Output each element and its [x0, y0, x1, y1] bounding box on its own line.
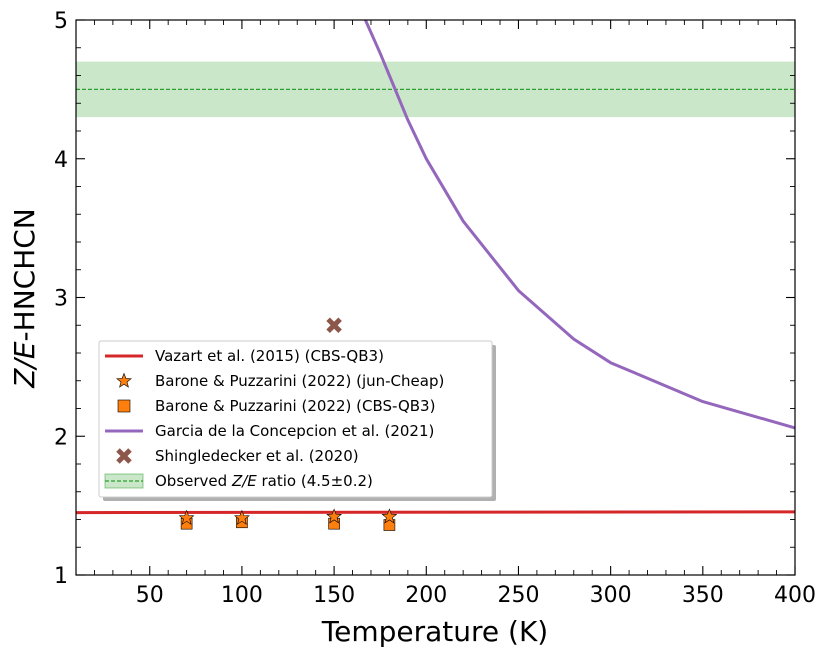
legend-shingledecker-swatch [116, 448, 132, 464]
y-tick-label: 1 [54, 564, 68, 589]
legend: Vazart et al. (2015) (CBS-QB3) Barone & … [98, 340, 496, 501]
legend-shingledecker-label: Shingledecker et al. (2020) [155, 447, 359, 465]
shingledecker-marker [326, 317, 342, 334]
x-axis-title: Temperature (K) [321, 615, 548, 648]
barone-jun-marker [234, 509, 250, 525]
y-axis-title-rest: -HNCHCN [8, 208, 41, 341]
x-tick-label: 300 [590, 583, 632, 608]
legend-garcia-label: Garcia de la Concepcion et al. (2021) [155, 422, 434, 440]
barone-jun-marker [326, 508, 342, 524]
y-axis-title-italic: Z/E [8, 341, 41, 389]
vazart-line [75, 510, 796, 515]
y-tick-label: 5 [54, 9, 68, 34]
x-tick-label: 150 [313, 583, 355, 608]
legend-jun-label: Barone & Puzzarini (2022) (jun-Cheap) [155, 372, 444, 390]
legend-observed-pre: Observed [155, 472, 232, 490]
legend-observed-italic: Z/E [231, 472, 257, 490]
legend-jun-swatch [116, 372, 132, 388]
legend-cbs-label: Barone & Puzzarini (2022) (CBS-QB3) [155, 397, 435, 415]
y-ticks: 1 2 3 4 5 [54, 9, 795, 589]
x-tick-label: 50 [136, 583, 164, 608]
x-tick-label: 350 [682, 583, 724, 608]
legend-box [98, 340, 493, 498]
barone-jun-markers [178, 508, 398, 525]
barone-jun-marker [381, 508, 398, 524]
legend-observed-post: ratio (4.5±0.2) [257, 472, 373, 490]
garcia-curve [364, 19, 796, 430]
x-tick-label: 400 [774, 583, 816, 608]
shingledecker-markers [326, 317, 342, 334]
legend-observed-label: Observed Z/E ratio (4.5±0.2) [155, 472, 373, 490]
x-ticks: 50 100 150 200 250 300 350 400 [93, 20, 816, 608]
legend-vazart-label: Vazart et al. (2015) (CBS-QB3) [155, 347, 384, 365]
observed-band [76, 61, 795, 118]
y-axis-title: Z/E-HNCHCN [8, 208, 41, 389]
x-tick-label: 250 [497, 583, 539, 608]
barone-jun-marker [178, 509, 195, 525]
x-tick-label: 200 [405, 583, 447, 608]
legend-x-mark [116, 448, 132, 464]
y-tick-label: 4 [54, 148, 68, 173]
x-tick-label: 100 [221, 583, 263, 608]
plot-area [75, 19, 796, 531]
legend-cbs-swatch [117, 399, 131, 413]
barone-cbs-markers [180, 516, 396, 531]
y-tick-label: 3 [54, 287, 68, 312]
y-tick-label: 2 [54, 425, 68, 450]
